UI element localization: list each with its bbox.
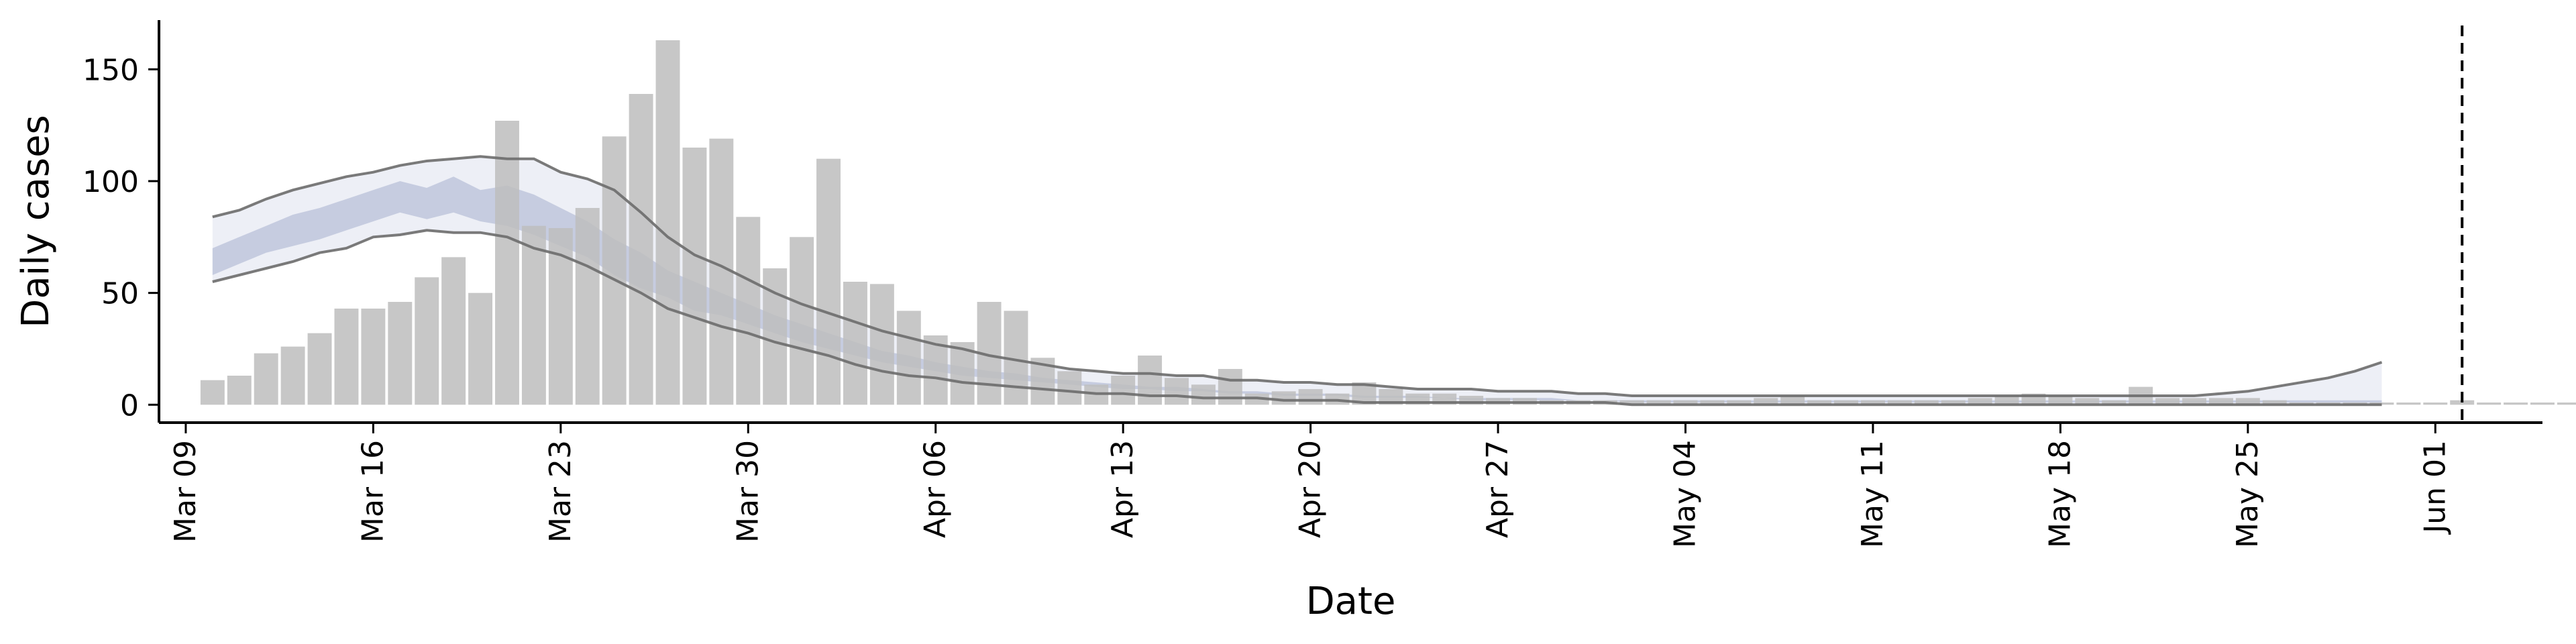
- x-tick-label: May 11: [1856, 440, 1890, 548]
- bar: [736, 217, 761, 405]
- bar: [1165, 378, 1189, 405]
- bar: [1861, 400, 1885, 405]
- bar: [307, 333, 332, 405]
- y-axis-ticks: 0 50 100 150: [83, 53, 159, 423]
- bar: [816, 158, 841, 405]
- bar: [2262, 400, 2287, 405]
- x-tick-label: May 18: [2043, 440, 2077, 548]
- band-lower-edge-line: [212, 229, 2382, 407]
- bar: [1138, 356, 1163, 405]
- bar: [388, 302, 413, 405]
- bar: [1673, 400, 1698, 405]
- bar: [2423, 402, 2448, 405]
- bar: [1887, 400, 1912, 405]
- y-axis-label: Daily cases: [14, 115, 58, 327]
- bar: [682, 148, 707, 405]
- bar: [1968, 398, 1992, 405]
- bar: [602, 136, 627, 405]
- bar: [1057, 371, 1082, 405]
- bar: [2504, 402, 2528, 405]
- bar: [2075, 398, 2100, 405]
- bar: [2530, 402, 2555, 405]
- bar: [1646, 400, 1671, 405]
- bar: [790, 237, 814, 405]
- bar: [254, 353, 278, 405]
- y-tick-label: 50: [101, 277, 139, 311]
- bar: [2155, 398, 2180, 405]
- bar: [1619, 400, 1644, 405]
- bar: [280, 346, 305, 405]
- y-tick-label: 100: [83, 165, 139, 199]
- bar: [655, 40, 680, 405]
- bar: [1218, 369, 1242, 405]
- plot-area: [200, 25, 2576, 423]
- x-axis-ticks: Mar 09 Mar 16 Mar 23 Mar 30 Apr 06 Apr 13 Apr …: [168, 423, 2452, 548]
- bar: [495, 121, 519, 405]
- x-tick-label: May 25: [2231, 440, 2265, 548]
- bar: [2450, 400, 2475, 405]
- bar: [441, 257, 466, 405]
- band-upper-edge-line: [212, 155, 2383, 397]
- x-tick-label: May 04: [1668, 440, 1703, 548]
- bar: [1994, 396, 2019, 405]
- bar: [896, 311, 921, 405]
- bar: [2048, 396, 2073, 405]
- bar: [361, 309, 386, 405]
- x-tick-label: Mar 30: [731, 440, 765, 543]
- bar: [2182, 398, 2206, 405]
- bar: [709, 138, 734, 405]
- bar: [763, 268, 788, 405]
- bar: [521, 225, 546, 405]
- x-tick-label: Mar 09: [168, 440, 203, 543]
- x-tick-label: Apr 06: [918, 440, 953, 538]
- bar: [1379, 389, 1403, 405]
- x-tick-label: Mar 16: [356, 440, 390, 543]
- bar: [1727, 400, 1752, 405]
- bar: [629, 94, 653, 405]
- bar: [2208, 398, 2233, 405]
- y-tick-label: 150: [83, 53, 139, 87]
- axes: Mar 09 Mar 16 Mar 23 Mar 30 Apr 06 Apr 13 Apr …: [83, 20, 2542, 548]
- bar: [950, 342, 975, 405]
- bar: [1191, 384, 1216, 405]
- bar: [869, 284, 894, 405]
- bar: [1700, 400, 1725, 405]
- bar: [1834, 400, 1859, 405]
- bar: [2557, 402, 2576, 405]
- bar: [334, 309, 359, 405]
- bar: [1941, 400, 1966, 405]
- x-tick-label: Apr 13: [1106, 440, 1140, 538]
- bar: [468, 292, 493, 405]
- bar: [1780, 396, 1805, 405]
- bar: [2477, 402, 2502, 405]
- bar: [1807, 400, 1832, 405]
- bar: [1111, 376, 1136, 405]
- bar: [575, 208, 600, 405]
- bar: [1271, 391, 1296, 405]
- x-tick-label: Apr 20: [1293, 440, 1328, 538]
- bar: [843, 282, 867, 405]
- bar: [1914, 400, 1939, 405]
- bar: [1298, 389, 1323, 405]
- bar: [1754, 398, 1778, 405]
- bar: [415, 277, 439, 405]
- x-axis-label: Date: [1306, 580, 1396, 623]
- x-tick-label: Apr 27: [1481, 440, 1515, 538]
- bar: [2396, 402, 2421, 405]
- bar: [200, 380, 225, 405]
- x-tick-label: Mar 23: [543, 440, 578, 543]
- y-tick-label: 0: [120, 388, 139, 423]
- bar: [2102, 400, 2127, 405]
- x-tick-label: Jun 01: [2418, 440, 2452, 535]
- bar: [2235, 398, 2260, 405]
- bar: [227, 376, 252, 405]
